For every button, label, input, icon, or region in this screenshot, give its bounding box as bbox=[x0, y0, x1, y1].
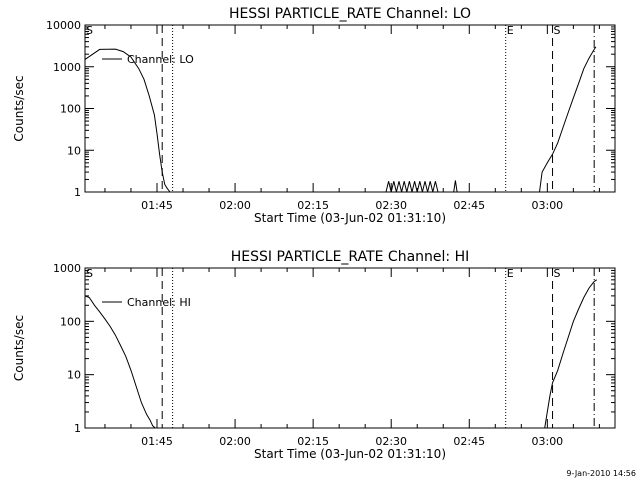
x-tick-label: 02:30 bbox=[375, 435, 407, 448]
plot-frame bbox=[84, 24, 616, 193]
x-tick-label: 02:15 bbox=[297, 199, 329, 212]
x-tick-label: 02:45 bbox=[453, 435, 485, 448]
y-tick-label: 1 bbox=[74, 422, 81, 435]
x-tick-label: 03:00 bbox=[531, 199, 563, 212]
y-tick-label: 1000 bbox=[53, 262, 81, 275]
y-tick-label: 10000 bbox=[46, 19, 81, 32]
series-line-3 bbox=[453, 180, 458, 193]
y-tick-label: 100 bbox=[60, 315, 81, 328]
x-tick-label: 02:30 bbox=[375, 199, 407, 212]
x-tick-label: 01:45 bbox=[141, 199, 173, 212]
y-tick-label: 10 bbox=[67, 144, 81, 157]
y-tick-label: 1 bbox=[74, 186, 81, 199]
y-axis-label: Counts/sec bbox=[12, 315, 26, 381]
footer-timestamp: 9-Jan-2010 14:56 bbox=[566, 469, 636, 478]
event-marker-label: S bbox=[86, 267, 93, 280]
chart-panel-1: HESSI PARTICLE_RATE Channel: LO 1 10 100 100… bbox=[12, 6, 616, 225]
y-tick-label: 1000 bbox=[53, 61, 81, 74]
legend-label: Channel: HI bbox=[127, 296, 191, 309]
x-axis-label: Start Time (03-Jun-02 01:31:10) bbox=[254, 211, 446, 225]
series-line-1 bbox=[84, 295, 156, 429]
chart-panel-2: HESSI PARTICLE_RATE Channel: HI 1 10 100 100… bbox=[12, 249, 616, 461]
event-marker-label: S bbox=[554, 24, 561, 37]
x-tick-label: 02:00 bbox=[219, 435, 251, 448]
series-line-1 bbox=[84, 48, 171, 193]
x-tick-label: 02:00 bbox=[219, 199, 251, 212]
x-tick-label: 03:00 bbox=[531, 435, 563, 448]
x-axis-label: Start Time (03-Jun-02 01:31:10) bbox=[254, 447, 446, 461]
event-marker-label: E bbox=[507, 267, 514, 280]
x-tick-label: 02:45 bbox=[453, 199, 485, 212]
event-marker-label: S bbox=[86, 24, 93, 37]
y-axis-label: Counts/sec bbox=[12, 75, 26, 141]
x-tick-label: 01:45 bbox=[141, 435, 173, 448]
chart-title: HESSI PARTICLE_RATE Channel: HI bbox=[231, 249, 469, 265]
chart-title: HESSI PARTICLE_RATE Channel: LO bbox=[229, 6, 471, 22]
event-marker-label: E bbox=[507, 24, 514, 37]
series-line-4 bbox=[539, 46, 597, 193]
event-marker-label: S bbox=[554, 267, 561, 280]
legend-label: Channel: LO bbox=[127, 53, 194, 66]
y-tick-label: 100 bbox=[60, 103, 81, 116]
series-line-2 bbox=[544, 279, 598, 429]
plot-frame bbox=[84, 267, 616, 429]
x-tick-label: 02:15 bbox=[297, 435, 329, 448]
y-tick-label: 10 bbox=[67, 369, 81, 382]
